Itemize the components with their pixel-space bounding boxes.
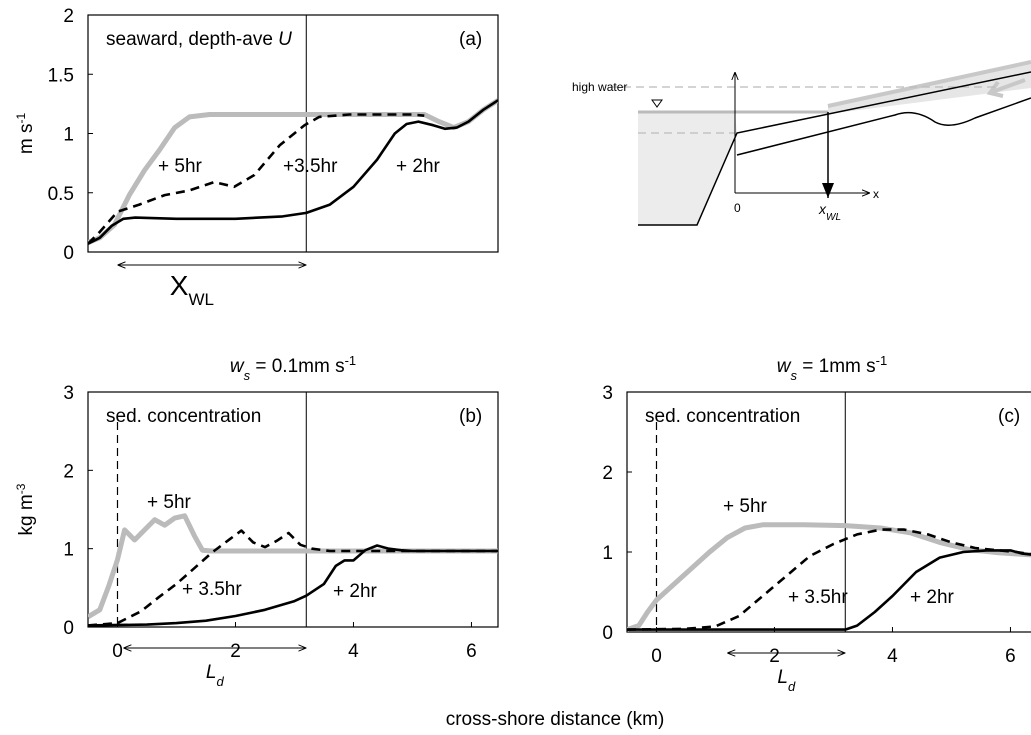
y-tick-label: 1	[602, 543, 613, 564]
x-tick-label: 6	[1005, 646, 1016, 667]
series-line	[627, 528, 1031, 631]
y-axis-title: m s-1	[14, 113, 37, 155]
chart-title-part: = 0.1mm s	[250, 356, 345, 377]
xwl-label: xWL	[818, 201, 841, 223]
series-label: + 5hr	[147, 492, 192, 513]
series-line	[88, 113, 425, 245]
series-label: + 5hr	[723, 496, 768, 517]
panel-label: (a)	[459, 29, 482, 50]
y-tick-label: 2	[63, 461, 74, 482]
axes-frame	[626, 391, 1031, 633]
chart-title-part: s	[244, 368, 251, 383]
series-label: +3.5hr	[283, 156, 338, 177]
chart-title-part: w	[230, 356, 245, 377]
span-label-part: L	[206, 662, 217, 683]
span-label-part: d	[788, 679, 796, 694]
series-line	[88, 513, 498, 619]
x-tick-label: 2	[230, 641, 241, 662]
series-line	[627, 522, 1031, 632]
y-axis-title-part: m s	[16, 124, 37, 155]
series-label: + 3.5hr	[182, 579, 242, 600]
xwl-main: x	[818, 201, 827, 217]
x-tick-label: 2	[769, 646, 780, 667]
panel-text-part: sed. concentration	[645, 406, 800, 427]
y-tick-label: 1	[63, 540, 74, 561]
y-tick-label: 1.5	[48, 65, 74, 86]
chart-title: ws = 0.1mm s-1	[230, 353, 356, 383]
span-label-part: WL	[188, 290, 214, 309]
y-tick-label: 2	[602, 463, 613, 484]
panel-label: (b)	[459, 406, 482, 427]
y-tick-label: 3	[602, 383, 613, 404]
x-tick-label: 4	[348, 641, 359, 662]
series-label: + 5hr	[158, 156, 203, 177]
y-tick-label: 0	[602, 623, 613, 644]
high-water-label: high water	[572, 80, 627, 94]
schematic: high water 0 x xWL	[572, 60, 1031, 226]
chart-title-part: s	[791, 368, 798, 383]
series-line	[88, 99, 498, 245]
span-label-part: L	[777, 667, 788, 688]
span-label-part: d	[217, 674, 225, 689]
xwl-sub: WL	[826, 212, 841, 223]
chart-title-part: = 1mm s	[797, 356, 876, 377]
water-symbol	[651, 99, 663, 108]
water-region	[638, 112, 737, 225]
x-axis-title: cross-shore distance (km)	[446, 709, 665, 730]
series-label: + 3.5hr	[788, 587, 848, 608]
panel-text: seaward, depth-ave U	[106, 29, 292, 50]
bed-upper	[638, 71, 1031, 226]
axes-frame	[87, 391, 499, 628]
span-label-part: X	[170, 270, 189, 301]
x-tick-label: 0	[112, 641, 123, 662]
chart-title-part: w	[777, 356, 792, 377]
y-tick-label: 0	[63, 243, 74, 264]
x-tick-label: 4	[887, 646, 898, 667]
y-tick-label: 1	[63, 125, 74, 146]
y-axis-title-part: kg m	[16, 494, 37, 535]
panel-text-part: seaward, depth-ave	[106, 29, 278, 50]
y-tick-label: 0.5	[48, 184, 74, 205]
y-tick-label: 2	[63, 6, 74, 27]
chart-title-part: -1	[876, 353, 888, 368]
span-label: XWL	[170, 270, 214, 309]
flow-arrow	[991, 78, 1026, 94]
series-label: + 2hr	[333, 581, 378, 602]
panel-text: sed. concentration	[645, 406, 800, 427]
panel-text: sed. concentration	[106, 406, 261, 427]
x-tick-label: 6	[466, 641, 477, 662]
chart-title: ws = 1mm s-1	[777, 353, 887, 383]
chart-title-part: -1	[345, 353, 357, 368]
span-label: Ld	[777, 667, 796, 694]
series-label: + 2hr	[910, 587, 955, 608]
y-axis-title-part: -3	[14, 483, 28, 494]
span-label: Ld	[206, 662, 225, 689]
y-tick-label: 3	[63, 383, 74, 404]
y-tick-label: 0	[63, 618, 74, 639]
series-line	[88, 544, 498, 627]
y-axis-title-part: -1	[14, 113, 28, 124]
series-line	[627, 549, 1031, 631]
surface-line	[827, 60, 1031, 108]
y-axis-title: kg m-3	[14, 483, 37, 535]
series-line	[88, 529, 498, 627]
panel-text-part: U	[278, 29, 292, 50]
flow-arrow-head	[986, 80, 1004, 98]
series-label: + 2hr	[396, 156, 441, 177]
x-tick-label: 0	[651, 646, 662, 667]
panel-label: (c)	[998, 406, 1020, 427]
panel-text-part: sed. concentration	[106, 406, 261, 427]
origin-label: 0	[734, 201, 741, 215]
bed-lower	[736, 97, 1031, 156]
x-axis-label: x	[873, 187, 879, 201]
